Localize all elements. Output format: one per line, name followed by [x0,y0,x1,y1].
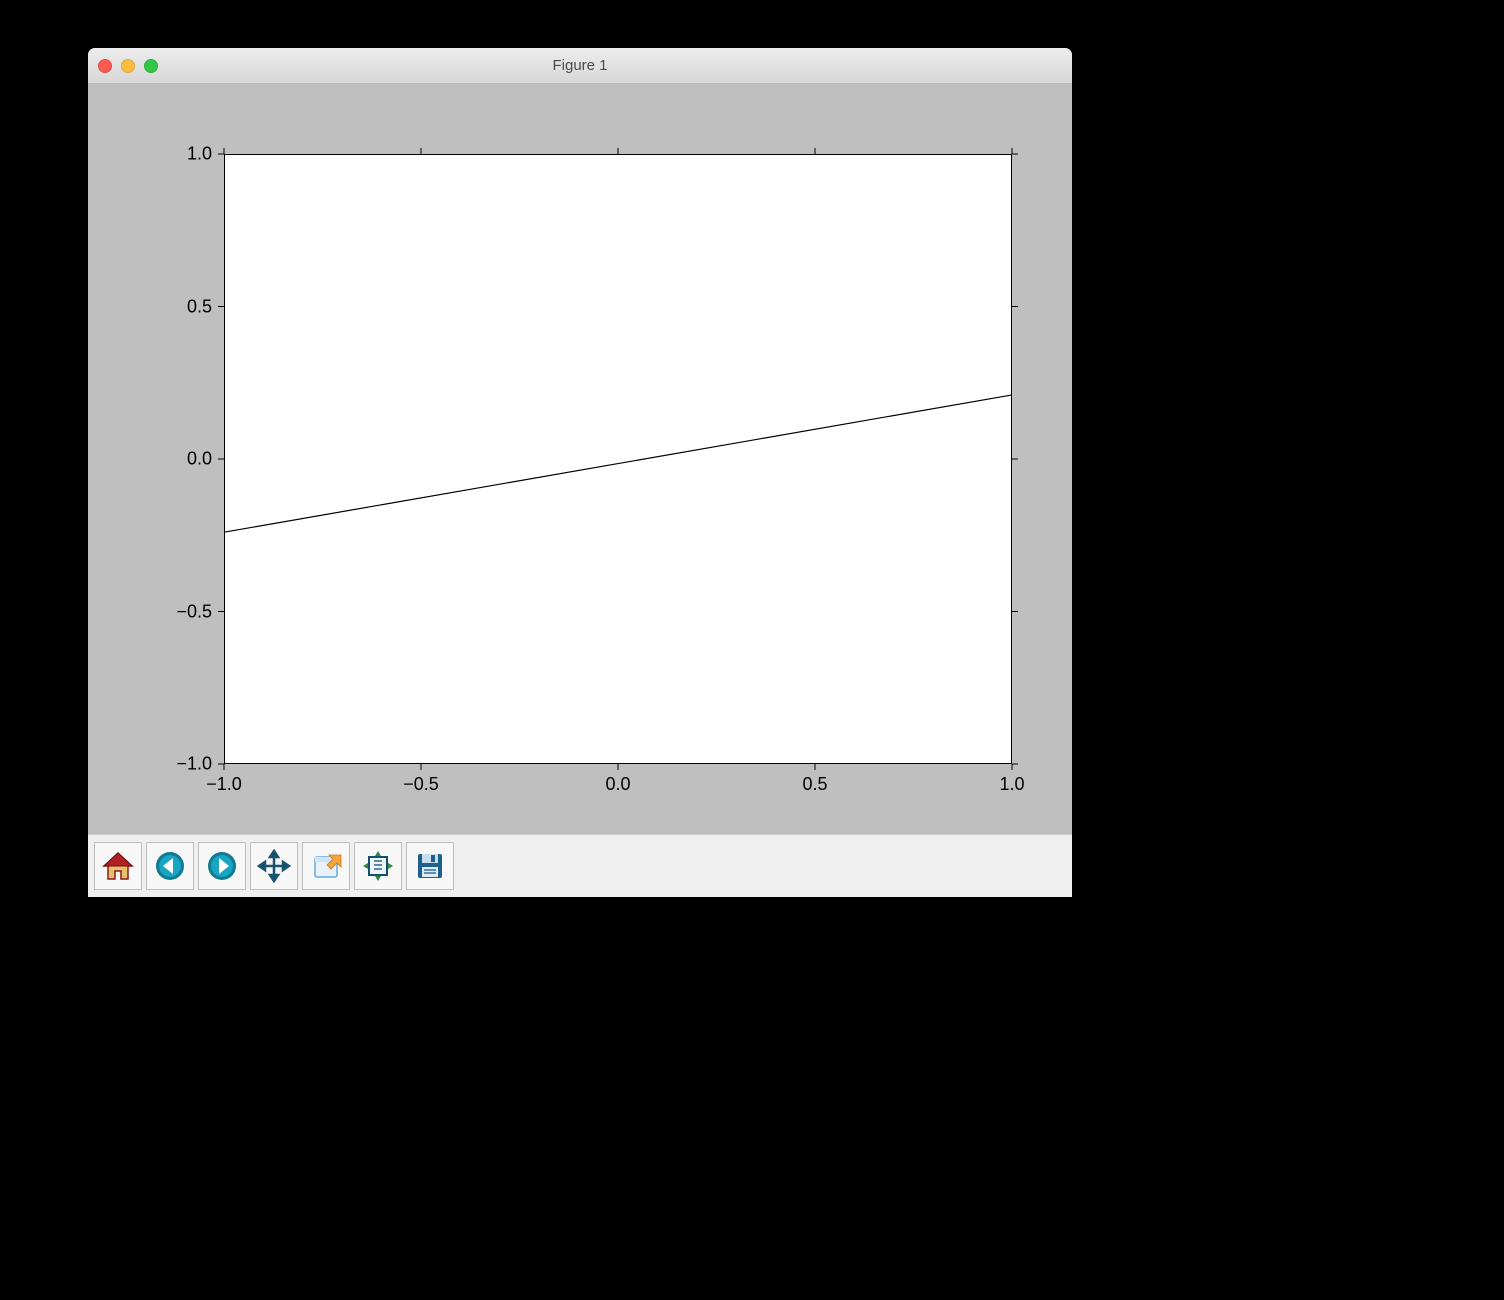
plot-svg [88,84,1072,834]
home-icon [101,849,135,883]
matplotlib-toolbar [88,835,1072,897]
save-icon [413,849,447,883]
y-tick-label: 0.0 [187,449,212,470]
titlebar: Figure 1 [88,48,1072,84]
window-title: Figure 1 [552,57,607,74]
x-tick-label: 1.0 [999,774,1024,795]
forward-button[interactable] [198,842,246,890]
zoom-window-button[interactable] [144,59,158,73]
y-tick-label: 0.5 [187,296,212,317]
x-tick-label: 0.5 [802,774,827,795]
y-tick-label: 1.0 [187,144,212,165]
forward-icon [205,849,239,883]
x-tick-label: −1.0 [206,774,242,795]
home-button[interactable] [94,842,142,890]
pan-icon [257,849,291,883]
close-window-button[interactable] [98,59,112,73]
back-icon [153,849,187,883]
x-tick-label: −0.5 [403,774,439,795]
subplots-button[interactable] [354,842,402,890]
y-tick-label: −0.5 [176,601,212,622]
subplots-icon [361,849,395,883]
figure-canvas[interactable]: −1.0 −0.5 0.0 0.5 1.0 −1.0 −0.5 0.0 0.5 1.0 [88,84,1072,834]
back-button[interactable] [146,842,194,890]
zoom-button[interactable] [302,842,350,890]
minimize-window-button[interactable] [121,59,135,73]
figure-window: Figure 1 −1.0 −0.5 0.0 0.5 1.0 −1.0 −0.5 0.0 0.5… [88,48,1072,897]
traffic-lights [98,48,158,84]
zoom-icon [309,849,343,883]
y-tick-label: −1.0 [176,754,212,775]
x-tick-label: 0.0 [605,774,630,795]
pan-button[interactable] [250,842,298,890]
save-button[interactable] [406,842,454,890]
data-line [224,395,1012,532]
